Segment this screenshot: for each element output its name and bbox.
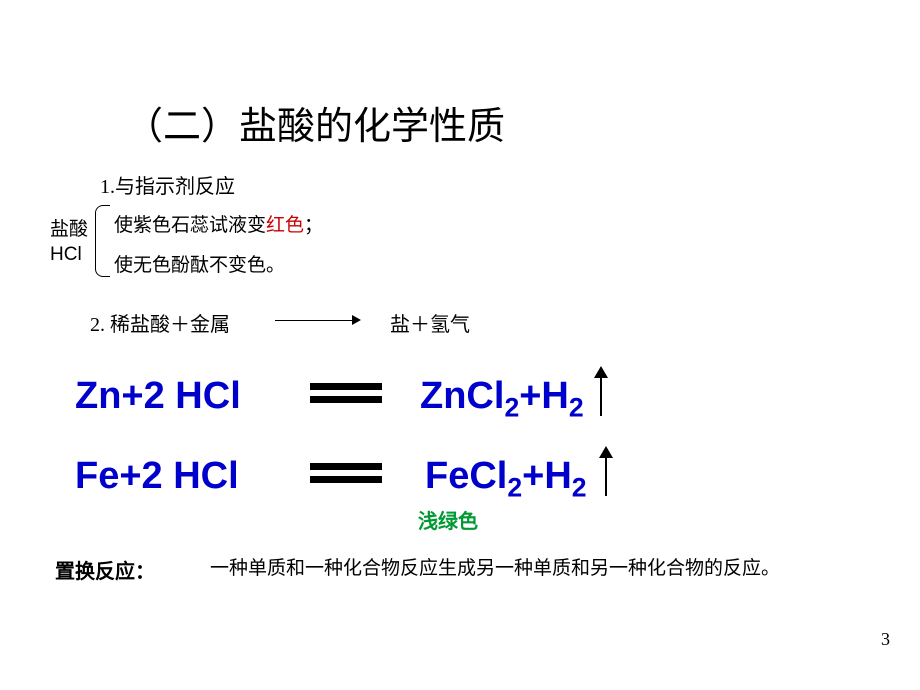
equals-icon: [310, 463, 382, 489]
gas-arrow-icon: [600, 368, 602, 416]
section2-heading: 2. 稀盐酸＋金属: [90, 308, 230, 337]
definition-label: 置换反应：: [55, 555, 155, 584]
equation1-left: Zn+2 HCl: [75, 375, 241, 418]
label-top: 盐酸: [50, 219, 88, 240]
equation2-right: FeCl2+H2: [425, 455, 587, 504]
hcl-label: 盐酸 HCl: [50, 218, 88, 267]
green-note: 浅绿色: [418, 505, 478, 534]
reaction-product: 盐＋氢气: [390, 308, 470, 337]
line1-prefix: 使紫色石蕊试液变: [114, 215, 266, 236]
gas-arrow-icon: [605, 448, 607, 496]
indicator-line1: 使紫色石蕊试液变红色；: [114, 210, 323, 237]
arrow-line-icon: [275, 320, 355, 321]
bracket-icon: [95, 205, 110, 277]
red-word: 红色: [266, 215, 304, 236]
line1-suffix: ；: [304, 215, 323, 236]
page-number: 3: [881, 629, 890, 650]
equation2-left: Fe+2 HCl: [75, 455, 239, 498]
arrow-head-icon: [352, 315, 361, 325]
label-bottom: HCl: [50, 244, 82, 265]
section1-heading: 1.与指示剂反应: [100, 170, 235, 199]
equals-icon: [310, 383, 382, 409]
indicator-line2: 使无色酚酞不变色。: [114, 250, 285, 277]
equation1-right: ZnCl2+H2: [420, 375, 584, 424]
definition-text: 一种单质和一种化合物反应生成另一种单质和另一种化合物的反应。: [210, 555, 830, 584]
slide-title: （二）盐酸的化学性质: [125, 95, 505, 150]
